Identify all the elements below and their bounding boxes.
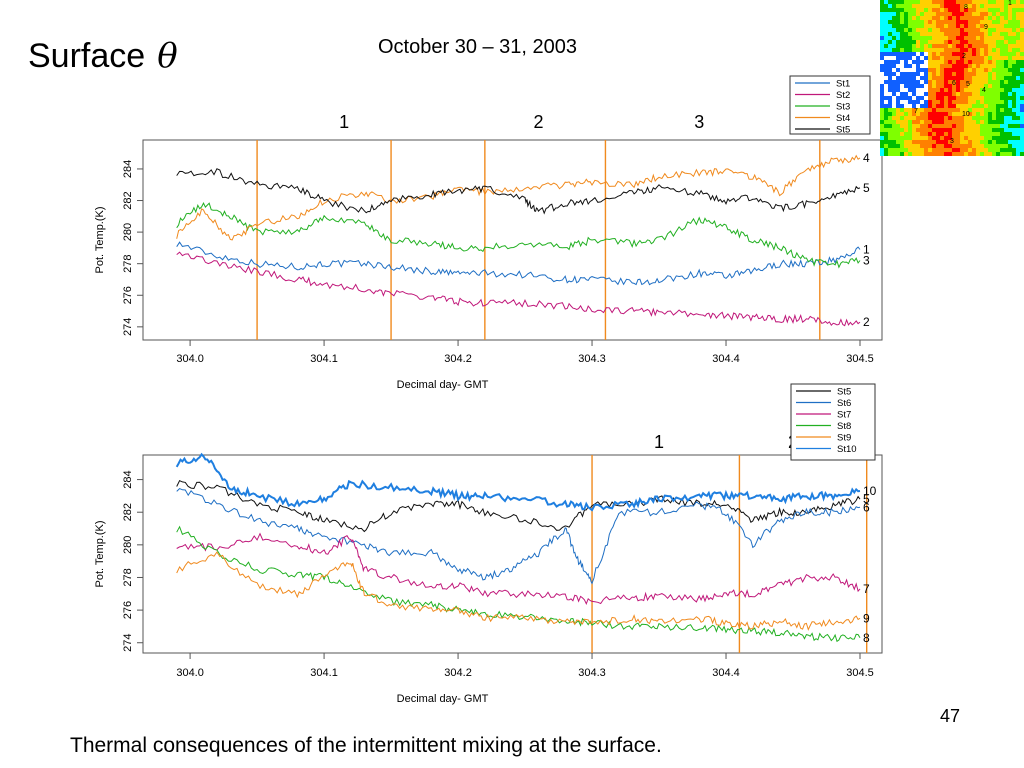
period-label: 3 bbox=[694, 112, 704, 132]
y-tick-label: 274 bbox=[122, 634, 134, 652]
map-station-label: 3 bbox=[950, 138, 954, 145]
x-tick-label: 304.4 bbox=[712, 353, 740, 365]
series-end-label: 10 bbox=[863, 484, 877, 498]
map-station-label: 7 bbox=[914, 108, 918, 115]
legend-entry: St2 bbox=[836, 90, 850, 101]
legend-entry: St9 bbox=[837, 433, 851, 444]
plot-frame bbox=[142, 139, 883, 341]
slide-subtitle: October 30 – 31, 2003 bbox=[378, 36, 578, 58]
x-tick-label: 304.3 bbox=[578, 353, 606, 365]
y-axis-label: Pot. Temp.(K) bbox=[94, 206, 106, 273]
map-station-label: 8 bbox=[964, 4, 968, 11]
map-station-label: 1 bbox=[1008, 0, 1012, 7]
map-station-label: 9 bbox=[984, 24, 988, 31]
x-tick-label: 304.1 bbox=[310, 667, 338, 679]
x-tick-label: 304.2 bbox=[444, 667, 472, 679]
x-tick-label: 304.5 bbox=[846, 353, 874, 365]
y-tick-label: 276 bbox=[122, 286, 134, 304]
legend-entry: St8 bbox=[837, 421, 851, 432]
series-end-label: 8 bbox=[863, 631, 870, 645]
theta-symbol: θ bbox=[157, 36, 178, 76]
x-tick-label: 304.5 bbox=[846, 667, 874, 679]
series-end-label: 6 bbox=[863, 500, 870, 514]
series-line-st10 bbox=[175, 452, 861, 512]
y-tick-label: 280 bbox=[122, 223, 134, 241]
map-station-label: 2 bbox=[962, 53, 966, 60]
y-tick-label: 274 bbox=[122, 318, 134, 336]
slide-number: 47 bbox=[940, 706, 961, 726]
y-tick-label: 284 bbox=[122, 470, 134, 488]
slide-title: Surface θ bbox=[28, 36, 178, 76]
legend-box bbox=[790, 383, 876, 461]
y-axis-label: Pot. Temp.(K) bbox=[94, 520, 106, 587]
slide-caption: Thermal consequences of the intermittent… bbox=[70, 734, 662, 757]
series-line-st8 bbox=[176, 525, 861, 643]
slide-title-text: Surface bbox=[28, 37, 146, 75]
legend-entry: St6 bbox=[837, 398, 851, 409]
series-line-st7 bbox=[176, 532, 861, 605]
series-end-label: 5 bbox=[863, 181, 870, 195]
y-tick-label: 282 bbox=[122, 191, 134, 209]
y-tick-label: 282 bbox=[122, 503, 134, 521]
series-line-st5 bbox=[176, 168, 861, 215]
series-line-st6 bbox=[176, 488, 861, 585]
station-map: 1 2 3 4 5 6 7 8 9 10 bbox=[880, 0, 1024, 156]
y-tick-label: 284 bbox=[122, 160, 134, 178]
x-axis-label: Decimal day- GMT bbox=[397, 693, 489, 705]
chart-2: 304.0 304.1 304.2 304.3 304.4 304.5 274 276 278 2… bbox=[94, 383, 883, 705]
series-end-label: 9 bbox=[863, 611, 870, 625]
legend-box bbox=[789, 75, 871, 135]
legend-entry: St1 bbox=[836, 79, 850, 90]
legend-entry: St5 bbox=[836, 125, 850, 136]
legend-entry: St10 bbox=[837, 444, 857, 455]
period-label: 1 bbox=[339, 112, 349, 132]
series-end-label: 3 bbox=[863, 254, 870, 268]
series-line-st4 bbox=[176, 154, 861, 241]
series-end-label: 2 bbox=[863, 315, 870, 329]
series-end-label: 7 bbox=[863, 582, 870, 596]
series-line-st2 bbox=[176, 251, 861, 327]
legend-entry: St5 bbox=[837, 387, 851, 398]
series-end-label: 5 bbox=[863, 492, 870, 506]
legend-entry: St7 bbox=[837, 410, 851, 421]
x-axis-label: Decimal day- GMT bbox=[397, 379, 489, 391]
x-tick-label: 304.4 bbox=[712, 667, 740, 679]
chart-1: 304.0 304.1 304.2 304.3 304.4 304.5 274 276 278 2… bbox=[94, 75, 883, 391]
series-line-st9 bbox=[176, 551, 861, 631]
series-end-label: 1 bbox=[863, 242, 870, 256]
map-station-label: 10 bbox=[962, 111, 970, 118]
series-line-st1 bbox=[176, 241, 861, 286]
legend-entry: St3 bbox=[836, 102, 850, 113]
x-tick-label: 304.0 bbox=[176, 353, 204, 365]
y-tick-label: 278 bbox=[122, 255, 134, 273]
plot-frame bbox=[142, 454, 883, 654]
series-line-st3 bbox=[176, 201, 861, 269]
x-tick-label: 304.3 bbox=[578, 667, 606, 679]
x-tick-label: 304.1 bbox=[310, 353, 338, 365]
map-station-label: 6 bbox=[952, 80, 956, 87]
y-tick-label: 278 bbox=[122, 568, 134, 586]
x-tick-label: 304.2 bbox=[444, 353, 472, 365]
x-tick-label: 304.0 bbox=[176, 667, 204, 679]
legend-entry: St4 bbox=[836, 113, 850, 124]
period-label: 2 bbox=[533, 112, 543, 132]
map-station-label: 5 bbox=[966, 81, 970, 88]
y-tick-label: 276 bbox=[122, 601, 134, 619]
period-label: 1 bbox=[654, 432, 664, 452]
series-end-label: 4 bbox=[863, 151, 870, 165]
y-tick-label: 280 bbox=[122, 536, 134, 554]
map-station-label: 4 bbox=[982, 87, 986, 94]
series-line-st5 bbox=[176, 480, 861, 533]
